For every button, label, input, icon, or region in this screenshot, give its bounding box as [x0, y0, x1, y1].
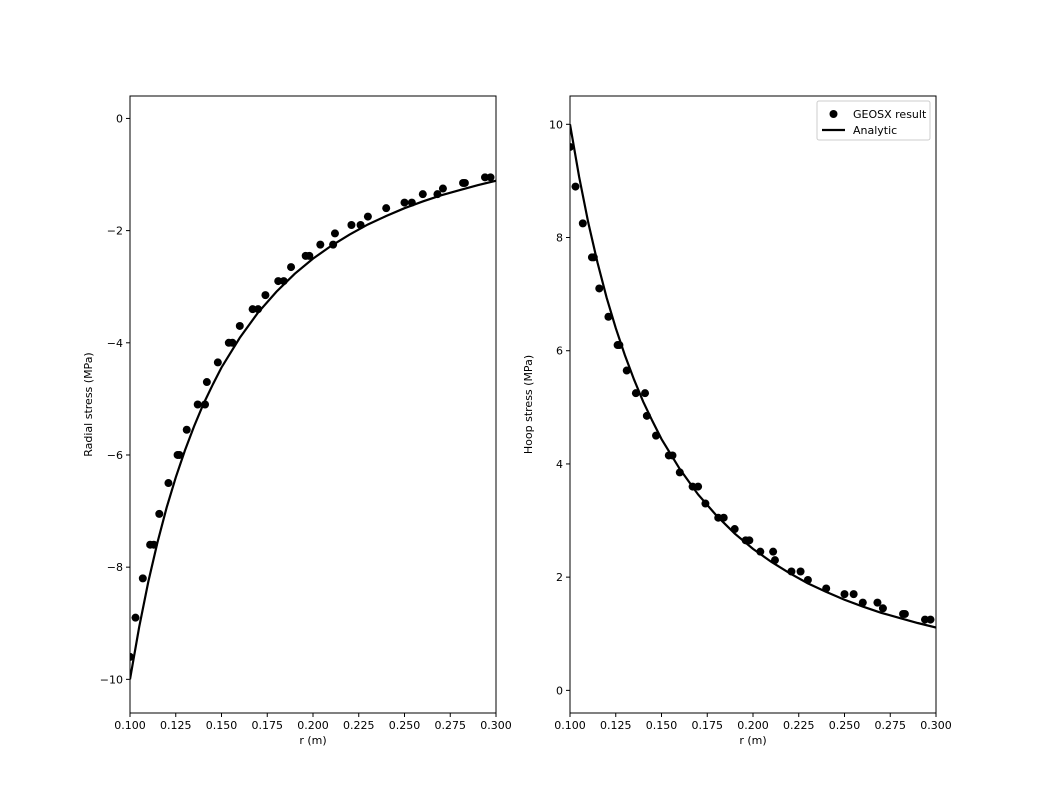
- data-point: [202, 378, 211, 387]
- data-point: [305, 251, 314, 260]
- y-tick-label: −2: [107, 225, 123, 238]
- y-tick-label: 8: [556, 232, 563, 245]
- analytic-curve: [130, 179, 496, 680]
- x-tick-label: 0.125: [600, 719, 632, 732]
- y-tick-label: 10: [549, 118, 563, 131]
- data-point: [921, 615, 930, 624]
- data-point: [248, 305, 257, 314]
- x-tick-label: 0.250: [389, 719, 421, 732]
- data-point: [400, 198, 409, 207]
- x-tick-label: 0.225: [343, 719, 375, 732]
- x-tick-label: 0.125: [160, 719, 192, 732]
- x-tick-label: 0.275: [875, 719, 907, 732]
- x-tick-label: 0.175: [252, 719, 284, 732]
- data-point: [858, 598, 867, 607]
- data-point: [796, 567, 805, 576]
- data-point: [235, 321, 244, 330]
- data-point: [274, 277, 283, 286]
- data-point: [438, 184, 447, 193]
- x-tick-label: 0.250: [829, 719, 861, 732]
- data-point: [926, 615, 935, 624]
- legend: GEOSX result Analytic: [816, 100, 931, 141]
- data-point: [604, 312, 613, 321]
- analytic-curve: [570, 124, 936, 629]
- data-point: [578, 219, 587, 228]
- data-point: [769, 547, 778, 556]
- data-point: [164, 479, 173, 488]
- data-point: [641, 389, 650, 398]
- legend-box: [816, 100, 931, 141]
- legend-marker-swatch: [829, 110, 838, 118]
- data-point: [131, 613, 140, 622]
- data-point: [486, 173, 495, 182]
- y-tick-label: −8: [107, 561, 123, 574]
- x-tick-label: 0.300: [920, 719, 952, 732]
- data-point: [900, 609, 909, 618]
- data-point: [193, 400, 202, 409]
- y-tick-label: 2: [556, 571, 563, 584]
- data-point: [155, 509, 164, 518]
- x-tick-label: 0.275: [435, 719, 467, 732]
- y-tick-label: 0: [556, 684, 563, 697]
- radial-stress-chart: 0.100 0.125 0.150 0.175 0.200 0.225 0.250 0.275…: [82, 95, 512, 747]
- data-point: [418, 190, 427, 199]
- hoop-stress-chart: 0.100 0.125 0.150 0.175 0.200 0.225 0.250 0.275…: [522, 95, 952, 747]
- data-point: [363, 212, 372, 221]
- x-tick-label: 0.100: [554, 719, 586, 732]
- data-point: [138, 574, 147, 583]
- data-point: [745, 536, 754, 545]
- data-point: [175, 450, 184, 459]
- y-tick-label: −10: [100, 673, 123, 686]
- data-point: [571, 182, 580, 191]
- y-tick-label: −6: [107, 449, 123, 462]
- data-point: [287, 263, 296, 272]
- y-tick-label: 0: [116, 112, 123, 125]
- data-point: [182, 425, 191, 434]
- data-point: [261, 291, 270, 300]
- x-tick-label: 0.225: [783, 719, 815, 732]
- data-point: [213, 358, 222, 367]
- data-point: [382, 204, 391, 213]
- data-point: [873, 598, 882, 607]
- x-axis-label: r (m): [299, 734, 326, 747]
- x-tick-label: 0.150: [646, 719, 678, 732]
- data-point: [330, 229, 339, 238]
- data-point: [840, 590, 849, 599]
- data-point: [460, 178, 469, 187]
- legend-label: Analytic: [853, 124, 897, 137]
- x-tick-label: 0.175: [692, 719, 724, 732]
- x-tick-label: 0.200: [297, 719, 329, 732]
- y-tick-label: 4: [556, 458, 563, 471]
- data-point: [347, 221, 356, 230]
- data-point: [849, 590, 858, 599]
- data-point: [316, 240, 325, 249]
- x-tick-label: 0.100: [114, 719, 146, 732]
- data-point: [694, 482, 703, 491]
- y-axis-label: Hoop stress (MPa): [522, 355, 535, 454]
- x-tick-label: 0.300: [480, 719, 512, 732]
- y-tick-label: −4: [107, 337, 123, 350]
- y-tick-label: 6: [556, 345, 563, 358]
- data-point: [878, 604, 887, 613]
- x-tick-label: 0.200: [737, 719, 769, 732]
- data-point: [481, 173, 490, 182]
- data-point: [595, 284, 604, 293]
- x-axis-label: r (m): [739, 734, 766, 747]
- legend-label: GEOSX result: [853, 108, 927, 121]
- y-axis-label: Radial stress (MPa): [82, 352, 95, 456]
- x-tick-label: 0.150: [206, 719, 238, 732]
